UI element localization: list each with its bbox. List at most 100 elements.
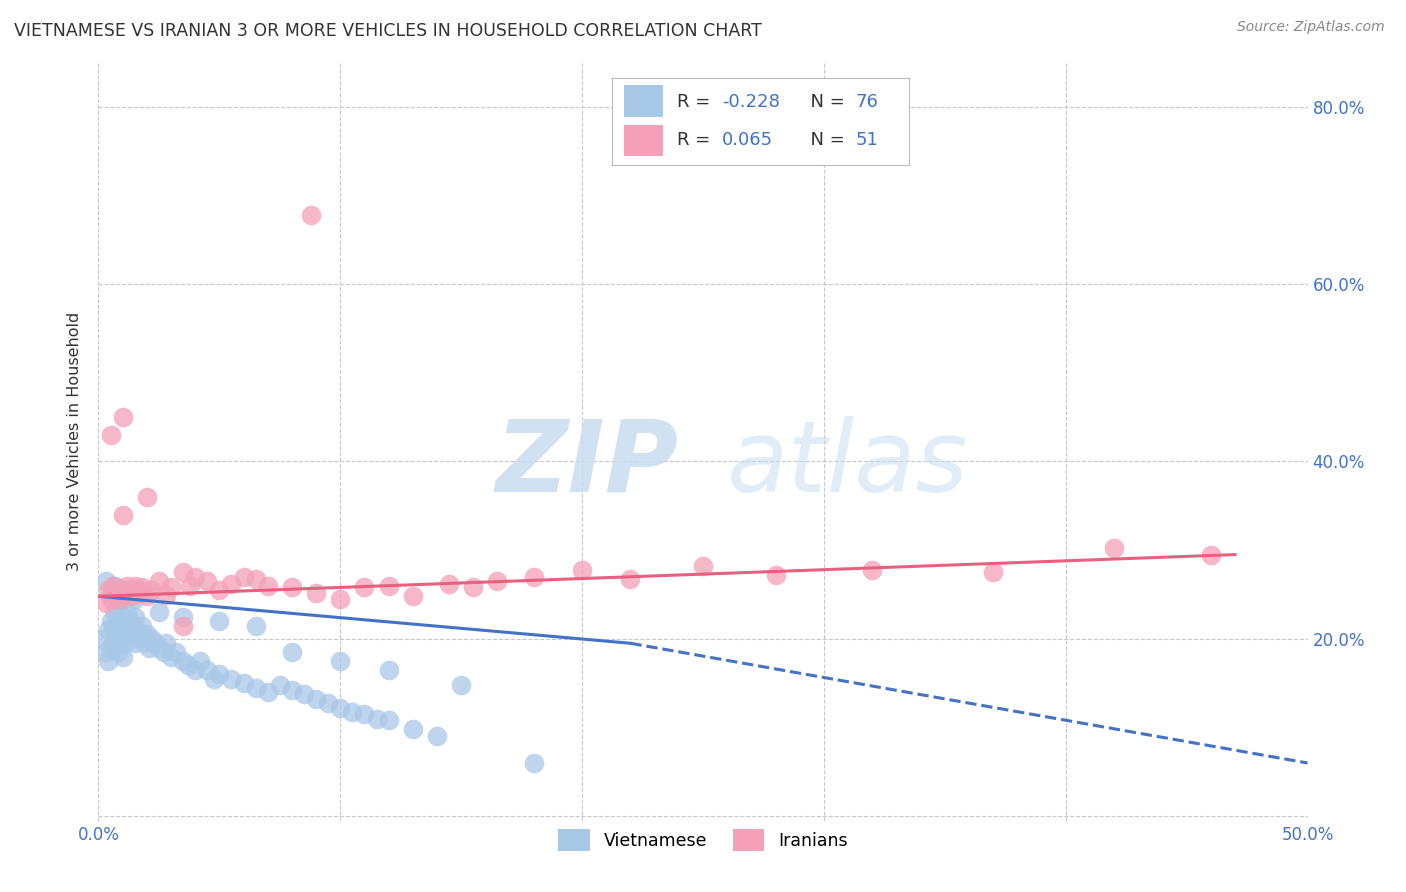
Point — [377, 663, 399, 677]
Point — [124, 636, 146, 650]
Point — [155, 636, 177, 650]
Point — [177, 658, 200, 673]
Point — [353, 581, 375, 595]
Point — [172, 566, 194, 580]
Point — [135, 490, 157, 504]
Point — [245, 618, 267, 632]
Point — [107, 583, 129, 598]
Point — [353, 707, 375, 722]
Point — [104, 605, 127, 619]
Point — [143, 636, 166, 650]
Point — [108, 591, 131, 606]
Point — [204, 672, 226, 686]
Point — [100, 640, 122, 655]
Point — [152, 645, 174, 659]
Point — [981, 566, 1004, 580]
Point — [523, 570, 546, 584]
Point — [523, 756, 546, 770]
Point — [221, 577, 243, 591]
Point — [124, 609, 146, 624]
Point — [104, 587, 127, 601]
Point — [107, 609, 129, 624]
Point — [155, 587, 177, 601]
Point — [232, 676, 254, 690]
Point — [281, 683, 304, 698]
Point — [329, 654, 352, 668]
Point — [221, 672, 243, 686]
Point — [160, 581, 183, 595]
Point — [117, 579, 139, 593]
Point — [377, 579, 399, 593]
Point — [138, 640, 160, 655]
Point — [402, 723, 425, 737]
Point — [292, 687, 315, 701]
Point — [165, 645, 187, 659]
Point — [100, 587, 122, 601]
Point — [117, 583, 139, 598]
Point — [281, 645, 304, 659]
Point — [114, 636, 136, 650]
Point — [121, 618, 143, 632]
Point — [148, 605, 170, 619]
Point — [118, 583, 141, 598]
Text: atlas: atlas — [727, 416, 969, 513]
Point — [188, 654, 211, 668]
Point — [100, 428, 122, 442]
Point — [111, 508, 134, 522]
Point — [342, 705, 364, 719]
Point — [131, 581, 153, 595]
Point — [100, 591, 122, 606]
Point — [94, 645, 117, 659]
Point — [135, 627, 157, 641]
Point — [184, 570, 207, 584]
Point — [141, 583, 163, 598]
Point — [104, 579, 127, 593]
Point — [121, 589, 143, 603]
Point — [94, 574, 117, 589]
Text: VIETNAMESE VS IRANIAN 3 OR MORE VEHICLES IN HOUSEHOLD CORRELATION CHART: VIETNAMESE VS IRANIAN 3 OR MORE VEHICLES… — [14, 22, 762, 40]
Point — [160, 649, 183, 664]
Point — [184, 663, 207, 677]
Point — [117, 627, 139, 641]
Point — [316, 696, 339, 710]
Point — [245, 572, 267, 586]
Point — [329, 701, 352, 715]
Text: ZIP: ZIP — [496, 416, 679, 513]
Point — [299, 208, 322, 222]
Point — [1199, 548, 1222, 562]
Point — [134, 636, 156, 650]
Point — [366, 712, 388, 726]
Point — [172, 618, 194, 632]
Point — [97, 583, 120, 598]
Point — [765, 568, 787, 582]
Point — [114, 609, 136, 624]
Point — [131, 618, 153, 632]
Point — [114, 583, 136, 598]
Point — [402, 589, 425, 603]
Point — [91, 632, 114, 646]
Point — [426, 730, 449, 744]
Point — [305, 692, 328, 706]
Point — [172, 654, 194, 668]
Point — [128, 632, 150, 646]
Point — [256, 579, 278, 593]
Point — [619, 572, 641, 586]
Y-axis label: 3 or more Vehicles in Household: 3 or more Vehicles in Household — [67, 312, 83, 571]
Point — [232, 570, 254, 584]
Point — [450, 678, 472, 692]
Point — [117, 605, 139, 619]
Point — [281, 581, 304, 595]
Point — [97, 654, 120, 668]
Point — [179, 579, 201, 593]
Point — [148, 640, 170, 655]
Point — [486, 574, 509, 589]
Point — [111, 410, 134, 425]
Point — [97, 623, 120, 637]
Point — [124, 591, 146, 606]
Point — [108, 596, 131, 610]
Point — [127, 586, 149, 600]
Point — [148, 574, 170, 589]
Point — [101, 636, 124, 650]
Point — [118, 614, 141, 628]
Point — [135, 589, 157, 603]
